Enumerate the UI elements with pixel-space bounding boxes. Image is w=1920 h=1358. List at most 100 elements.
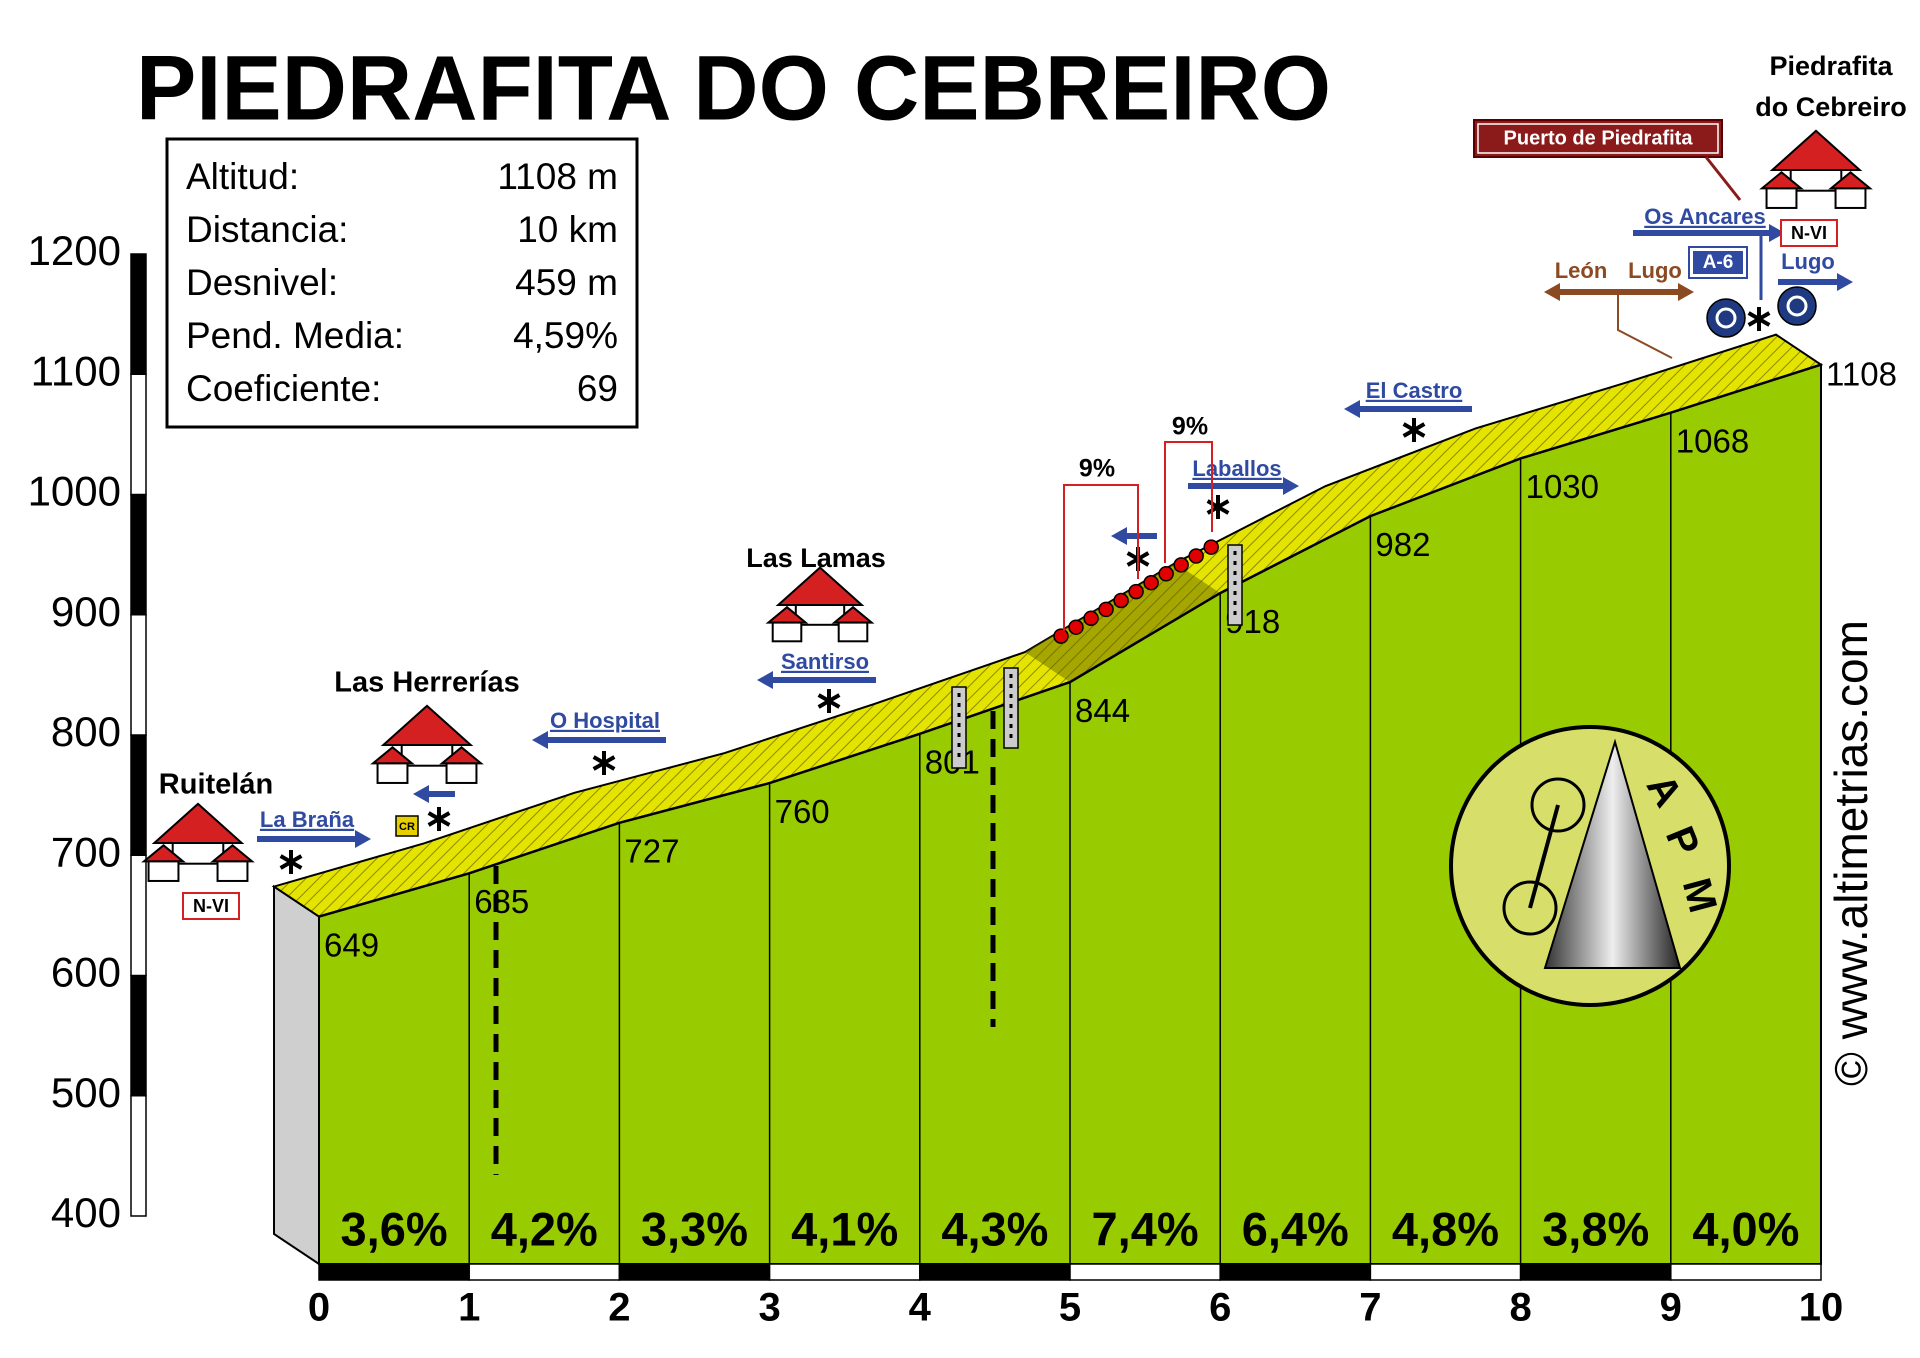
elevation-label: 844 [1075,692,1130,729]
y-tick-label: 600 [51,949,121,996]
y-tick-label: 1100 [31,347,121,394]
logo-mountain [1543,738,1682,969]
x-tick-label: 7 [1359,1286,1381,1330]
summit-star [279,854,303,870]
house [445,762,478,784]
elevation-label: 760 [775,793,830,830]
road-sign-border [1688,246,1748,279]
elevation-label: 982 [1375,526,1430,563]
elevation-label: 1030 [1526,468,1599,505]
elevation-label: 685 [474,883,529,920]
km-strip [1219,1263,1372,1281]
gradient-label: 4,8% [1392,1202,1499,1255]
road-arrow-head [1678,283,1694,301]
house [1834,187,1867,209]
y-tick-label: 1200 [28,227,121,274]
house-roof [380,704,474,746]
house [771,621,803,643]
annotation: Puerto de Piedrafita [1504,127,1694,149]
gradient-label: 4,3% [941,1202,1048,1255]
steep-dot [1068,619,1084,635]
roundabout [1706,298,1746,338]
house [147,860,180,882]
pass-pointer [1704,156,1742,201]
roundabout-inner [1715,307,1737,329]
pass-box-inner [1477,123,1719,154]
x-tick-label: 9 [1660,1286,1682,1330]
km-strip [618,1263,771,1281]
km-strip [468,1263,621,1281]
steep-dot [1158,566,1174,582]
gradient-label: 6,4% [1242,1202,1349,1255]
road-arrow-head [757,671,773,689]
annotation: O Hospital [550,708,660,733]
road-arrow-head [532,731,548,749]
pass-box [1473,119,1723,158]
annotation: Os Ancares [1644,204,1765,229]
annotation: Laballos [1192,456,1281,481]
profile-side [273,884,320,1266]
house [837,621,869,643]
milestone [951,686,967,769]
house [376,762,409,784]
gradient-label: 4,2% [491,1202,598,1255]
km-strip [1519,1263,1672,1281]
summit-star [1747,311,1771,327]
steep-dot [1143,574,1159,591]
road-arrow-head [1283,477,1299,495]
annotation: CR [399,821,415,833]
km-strip [768,1263,921,1281]
annotation: 9% [1079,455,1115,483]
road-arrow-head [355,830,371,848]
scale-bar [130,493,147,616]
scale-bar [130,373,147,496]
y-tick-label: 1000 [28,468,121,515]
annotation: N-VI [193,896,229,916]
annotation: Santirso [781,649,869,674]
summit-star [817,693,841,709]
summit-star [592,755,616,771]
road-sign [1780,219,1838,247]
steep-dot [1113,592,1129,609]
x-tick-label: 10 [1799,1286,1844,1330]
house-roof [775,566,865,606]
info-label: Altitud: [186,156,299,197]
x-tick-label: 1 [458,1286,480,1330]
house-roof [1769,129,1863,171]
road-arrow-head [1111,527,1127,545]
annotation: 9% [1172,413,1208,441]
steep-dot [1173,557,1189,573]
chart-title: PIEDRAFITA DO CEBREIRO [136,37,1331,139]
x-tick-label: 4 [909,1286,932,1330]
roundabout [1777,286,1817,326]
steep-dot [1188,548,1204,564]
scale-bar [130,1095,147,1217]
annotation: La Braña [260,807,355,832]
scale-bar [130,253,147,375]
info-value: 10 km [517,209,618,250]
steep-shade [1025,563,1221,683]
road-sign [1691,249,1745,276]
logo-frame [1528,804,1560,909]
road-arrow-head [1769,224,1785,242]
annotation: Ruitelán [159,769,273,801]
scale-bar [130,614,147,736]
info-label: Distancia: [186,209,348,250]
elevation-label: 1108 [1826,355,1897,392]
x-tick-label: 8 [1509,1286,1531,1330]
x-tick-label: 3 [758,1286,780,1330]
x-tick-label: 0 [308,1286,330,1330]
annotation: do Cebreiro [1755,92,1907,122]
house [216,860,249,882]
credit: © www.altimetrias.com [1825,620,1877,1086]
elevation-label: 727 [624,833,679,870]
logo-wheel [1502,880,1558,936]
road-arrow-head [1837,273,1853,291]
annotation: Lugo [1781,249,1835,274]
info-value: 4,59% [513,315,618,356]
gradient-label: 3,3% [641,1202,748,1255]
info-label: Desnivel: [186,262,338,303]
road-arrow-head [413,785,429,803]
scale-bar [130,854,147,977]
road-sign [182,892,240,920]
